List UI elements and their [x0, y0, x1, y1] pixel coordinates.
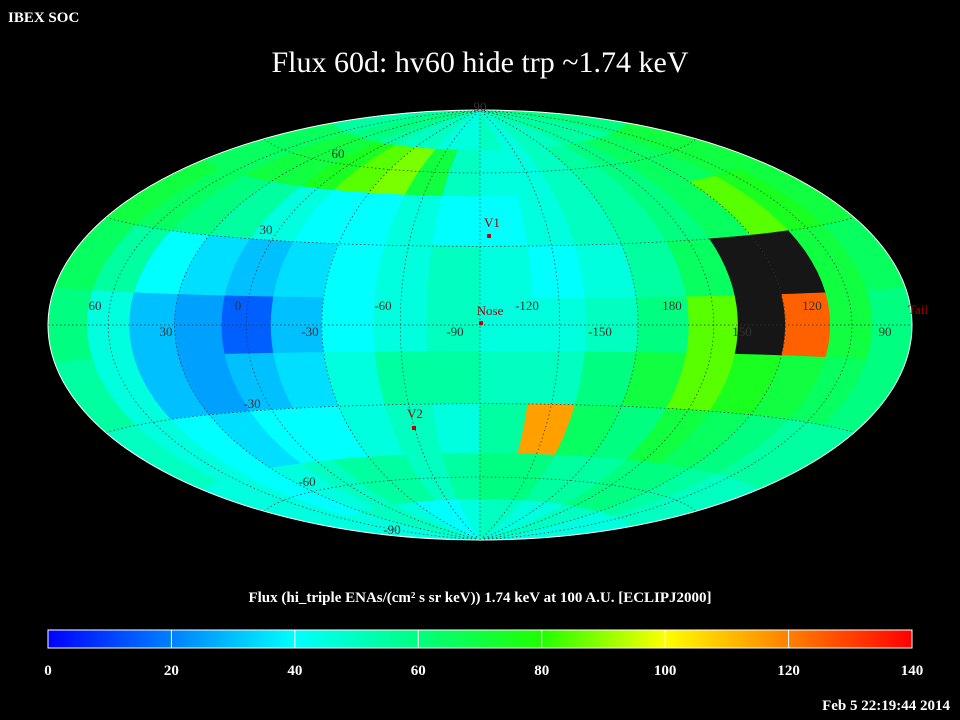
- flux-cell: [479, 351, 533, 405]
- parallel: [263, 476, 697, 512]
- colorbar: 0 20 40 60 80 100 120 140: [44, 629, 924, 679]
- longitude-label: 180: [662, 298, 682, 313]
- longitude-label: -60: [374, 298, 391, 313]
- parallel: [105, 403, 855, 433]
- latitude-label: 30: [260, 222, 273, 237]
- longitude-label: 0: [235, 298, 242, 313]
- meridian: [479, 109, 715, 541]
- longitude-label: 30: [160, 324, 173, 339]
- longitude-label: 120: [802, 298, 822, 313]
- parallel: [263, 138, 697, 174]
- meridian: [479, 109, 853, 541]
- marker-label: Nose: [477, 303, 504, 318]
- colorbar-tick-label: 100: [654, 663, 677, 679]
- sky-map: 60 30 0 -30 -60 -90 -120 -150 180 150 120 90 90 60 30 -…: [47, 99, 928, 541]
- marker-label: V2: [407, 406, 423, 421]
- longitude-label: -150: [588, 324, 612, 339]
- flux-cell: [527, 351, 586, 406]
- colorbar-fill: [47, 629, 913, 649]
- longitude-label: -120: [515, 298, 539, 313]
- colorbar-tick-label: 80: [534, 663, 549, 679]
- longitude-label: -90: [446, 324, 463, 339]
- marker-label: V1: [484, 215, 500, 230]
- header: IBEX SOC: [8, 10, 79, 26]
- title: Flux 60d: hv60 hide trp ~1.74 keV: [271, 46, 688, 79]
- colorbar-label: Flux (hi_triple ENAs/(cm² s sr keV)) 1.7…: [248, 590, 711, 606]
- longitude-label: 90: [879, 324, 892, 339]
- longitude-label: -30: [301, 324, 318, 339]
- colorbar-tick-label: 140: [901, 663, 924, 679]
- longitude-label: 60: [89, 298, 102, 313]
- meridian: [321, 109, 481, 541]
- colorbar-tick-label: 60: [411, 663, 426, 679]
- timestamp: Feb 5 22:19:44 2014: [822, 698, 950, 714]
- map-outline: [47, 109, 913, 541]
- marker-dot: [487, 234, 491, 238]
- flux-cell: [47, 287, 94, 363]
- parallel: [105, 217, 855, 247]
- colorbar-tick-label: 40: [287, 663, 302, 679]
- marker-label: Tail: [908, 302, 928, 317]
- flux-cell: [479, 245, 533, 299]
- colorbar-tick-label: 20: [164, 663, 179, 679]
- latitude-label: -60: [298, 474, 315, 489]
- colorbar-tick-label: 0: [44, 663, 52, 679]
- marker-dot: [412, 426, 416, 430]
- flux-cell: [427, 351, 481, 405]
- latitude-label: 60: [332, 146, 345, 161]
- longitude-label: 150: [732, 324, 752, 339]
- colorbar-tick-label: 120: [777, 663, 800, 679]
- meridian: [245, 109, 481, 541]
- flux-cell: [374, 351, 433, 406]
- meridian: [479, 109, 639, 541]
- flux-cell: [427, 245, 481, 299]
- latitude-label: 90: [474, 99, 487, 114]
- marker-dot: [479, 321, 483, 325]
- latitude-label: -30: [243, 396, 260, 411]
- latitude-label: -90: [383, 522, 400, 537]
